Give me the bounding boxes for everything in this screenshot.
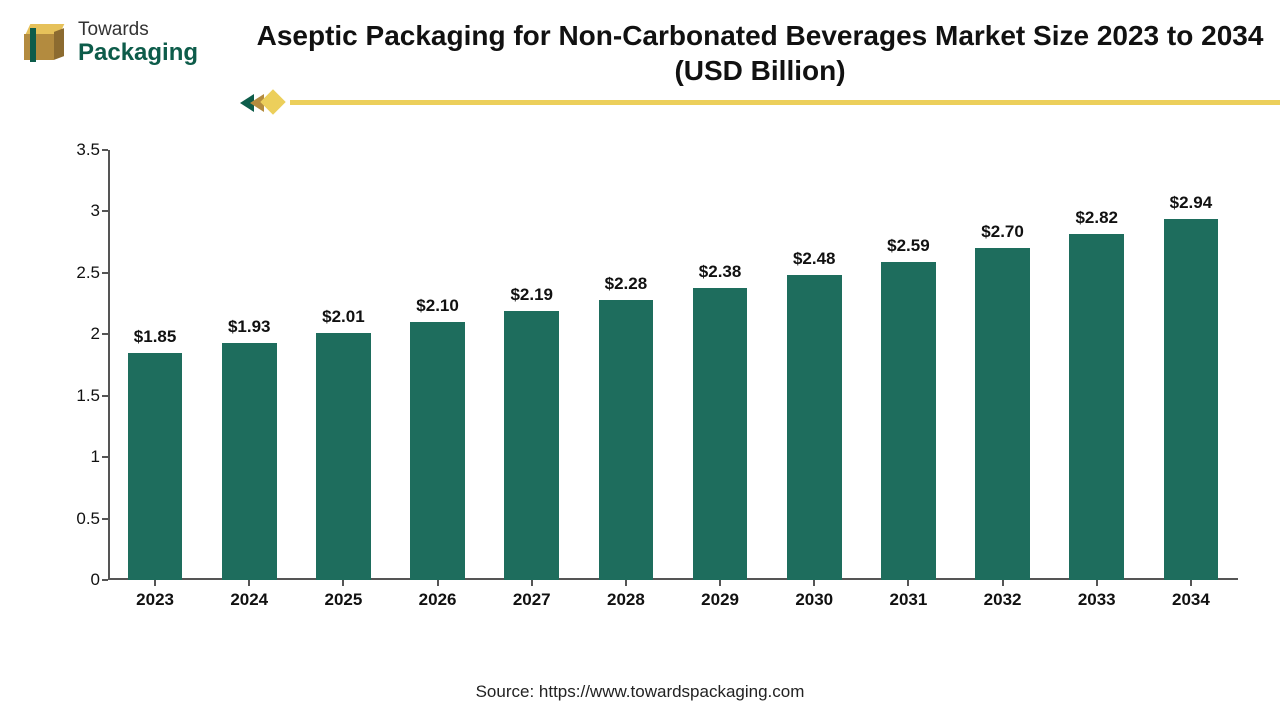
- chart-title-block: Aseptic Packaging for Non-Carbonated Bev…: [240, 18, 1280, 88]
- x-tick-mark: [813, 580, 815, 586]
- y-tick-mark: [102, 395, 108, 397]
- x-tick-mark: [907, 580, 909, 586]
- x-tick-mark: [1190, 580, 1192, 586]
- bar-value-label: $2.19: [485, 285, 579, 305]
- bars-container: $1.852023$1.932024$2.012025$2.102026$2.1…: [108, 150, 1238, 580]
- bar-value-label: $2.70: [956, 222, 1050, 242]
- y-tick-mark: [102, 272, 108, 274]
- bar: [787, 275, 842, 580]
- bar-slot: $2.702032: [956, 150, 1050, 580]
- bar-slot: $2.592031: [861, 150, 955, 580]
- bar: [975, 248, 1030, 580]
- bar-value-label: $1.93: [202, 317, 296, 337]
- x-category-label: 2034: [1144, 590, 1238, 610]
- x-tick-mark: [625, 580, 627, 586]
- x-category-label: 2023: [108, 590, 202, 610]
- x-tick-mark: [1096, 580, 1098, 586]
- y-tick-mark: [102, 579, 108, 581]
- bar-slot: $2.382029: [673, 150, 767, 580]
- bar-value-label: $1.85: [108, 327, 202, 347]
- logo-line-2: Packaging: [78, 40, 198, 65]
- bar-chart: $1.852023$1.932024$2.012025$2.102026$2.1…: [48, 140, 1248, 640]
- logo-text: Towards Packaging: [78, 20, 198, 65]
- logo-line-1: Towards: [78, 20, 198, 40]
- y-tick-label: 0.5: [56, 509, 100, 529]
- x-category-label: 2031: [861, 590, 955, 610]
- bar: [128, 353, 183, 580]
- x-tick-mark: [719, 580, 721, 586]
- title-divider: [240, 92, 1280, 114]
- bar-value-label: $2.59: [861, 236, 955, 256]
- y-tick-label: 3.5: [56, 140, 100, 160]
- bar-slot: $1.852023: [108, 150, 202, 580]
- bar-value-label: $2.01: [296, 307, 390, 327]
- x-category-label: 2024: [202, 590, 296, 610]
- bar-slot: $2.282028: [579, 150, 673, 580]
- source-attribution: Source: https://www.towardspackaging.com: [0, 682, 1280, 702]
- y-tick-label: 1.5: [56, 386, 100, 406]
- bar: [1069, 234, 1124, 580]
- divider-rule: [290, 100, 1280, 105]
- x-category-label: 2026: [391, 590, 485, 610]
- x-category-label: 2027: [485, 590, 579, 610]
- x-tick-mark: [437, 580, 439, 586]
- x-category-label: 2032: [956, 590, 1050, 610]
- bar: [316, 333, 371, 580]
- y-tick-label: 3: [56, 201, 100, 221]
- y-tick-mark: [102, 210, 108, 212]
- bar: [222, 343, 277, 580]
- bar: [1164, 219, 1219, 580]
- bar-value-label: $2.38: [673, 262, 767, 282]
- bar-slot: $2.942034: [1144, 150, 1238, 580]
- bar-slot: $1.932024: [202, 150, 296, 580]
- x-category-label: 2029: [673, 590, 767, 610]
- divider-icon: [240, 90, 284, 116]
- bar-slot: $2.102026: [391, 150, 485, 580]
- x-tick-mark: [1002, 580, 1004, 586]
- y-tick-label: 2: [56, 324, 100, 344]
- y-tick-label: 0: [56, 570, 100, 590]
- y-tick-label: 1: [56, 447, 100, 467]
- bar-slot: $2.822033: [1050, 150, 1144, 580]
- bar-slot: $2.482030: [767, 150, 861, 580]
- y-tick-mark: [102, 518, 108, 520]
- bar: [504, 311, 559, 580]
- bar-value-label: $2.94: [1144, 193, 1238, 213]
- bar: [693, 288, 748, 580]
- x-tick-mark: [531, 580, 533, 586]
- x-category-label: 2030: [767, 590, 861, 610]
- bar-slot: $2.192027: [485, 150, 579, 580]
- bar-value-label: $2.28: [579, 274, 673, 294]
- bar: [410, 322, 465, 580]
- logo-icon: [22, 20, 68, 66]
- x-category-label: 2028: [579, 590, 673, 610]
- y-tick-mark: [102, 149, 108, 151]
- bar: [599, 300, 654, 580]
- bar-value-label: $2.82: [1050, 208, 1144, 228]
- x-tick-mark: [248, 580, 250, 586]
- bar: [881, 262, 936, 580]
- y-tick-mark: [102, 456, 108, 458]
- brand-logo: Towards Packaging: [22, 20, 198, 66]
- x-tick-mark: [342, 580, 344, 586]
- x-category-label: 2033: [1050, 590, 1144, 610]
- x-category-label: 2025: [296, 590, 390, 610]
- y-tick-label: 2.5: [56, 263, 100, 283]
- bar-slot: $2.012025: [296, 150, 390, 580]
- plot-area: $1.852023$1.932024$2.012025$2.102026$2.1…: [108, 150, 1238, 580]
- y-tick-mark: [102, 333, 108, 335]
- bar-value-label: $2.48: [767, 249, 861, 269]
- bar-value-label: $2.10: [391, 296, 485, 316]
- page-root: Towards Packaging Aseptic Packaging for …: [0, 0, 1280, 720]
- chart-title: Aseptic Packaging for Non-Carbonated Bev…: [240, 18, 1280, 88]
- x-tick-mark: [154, 580, 156, 586]
